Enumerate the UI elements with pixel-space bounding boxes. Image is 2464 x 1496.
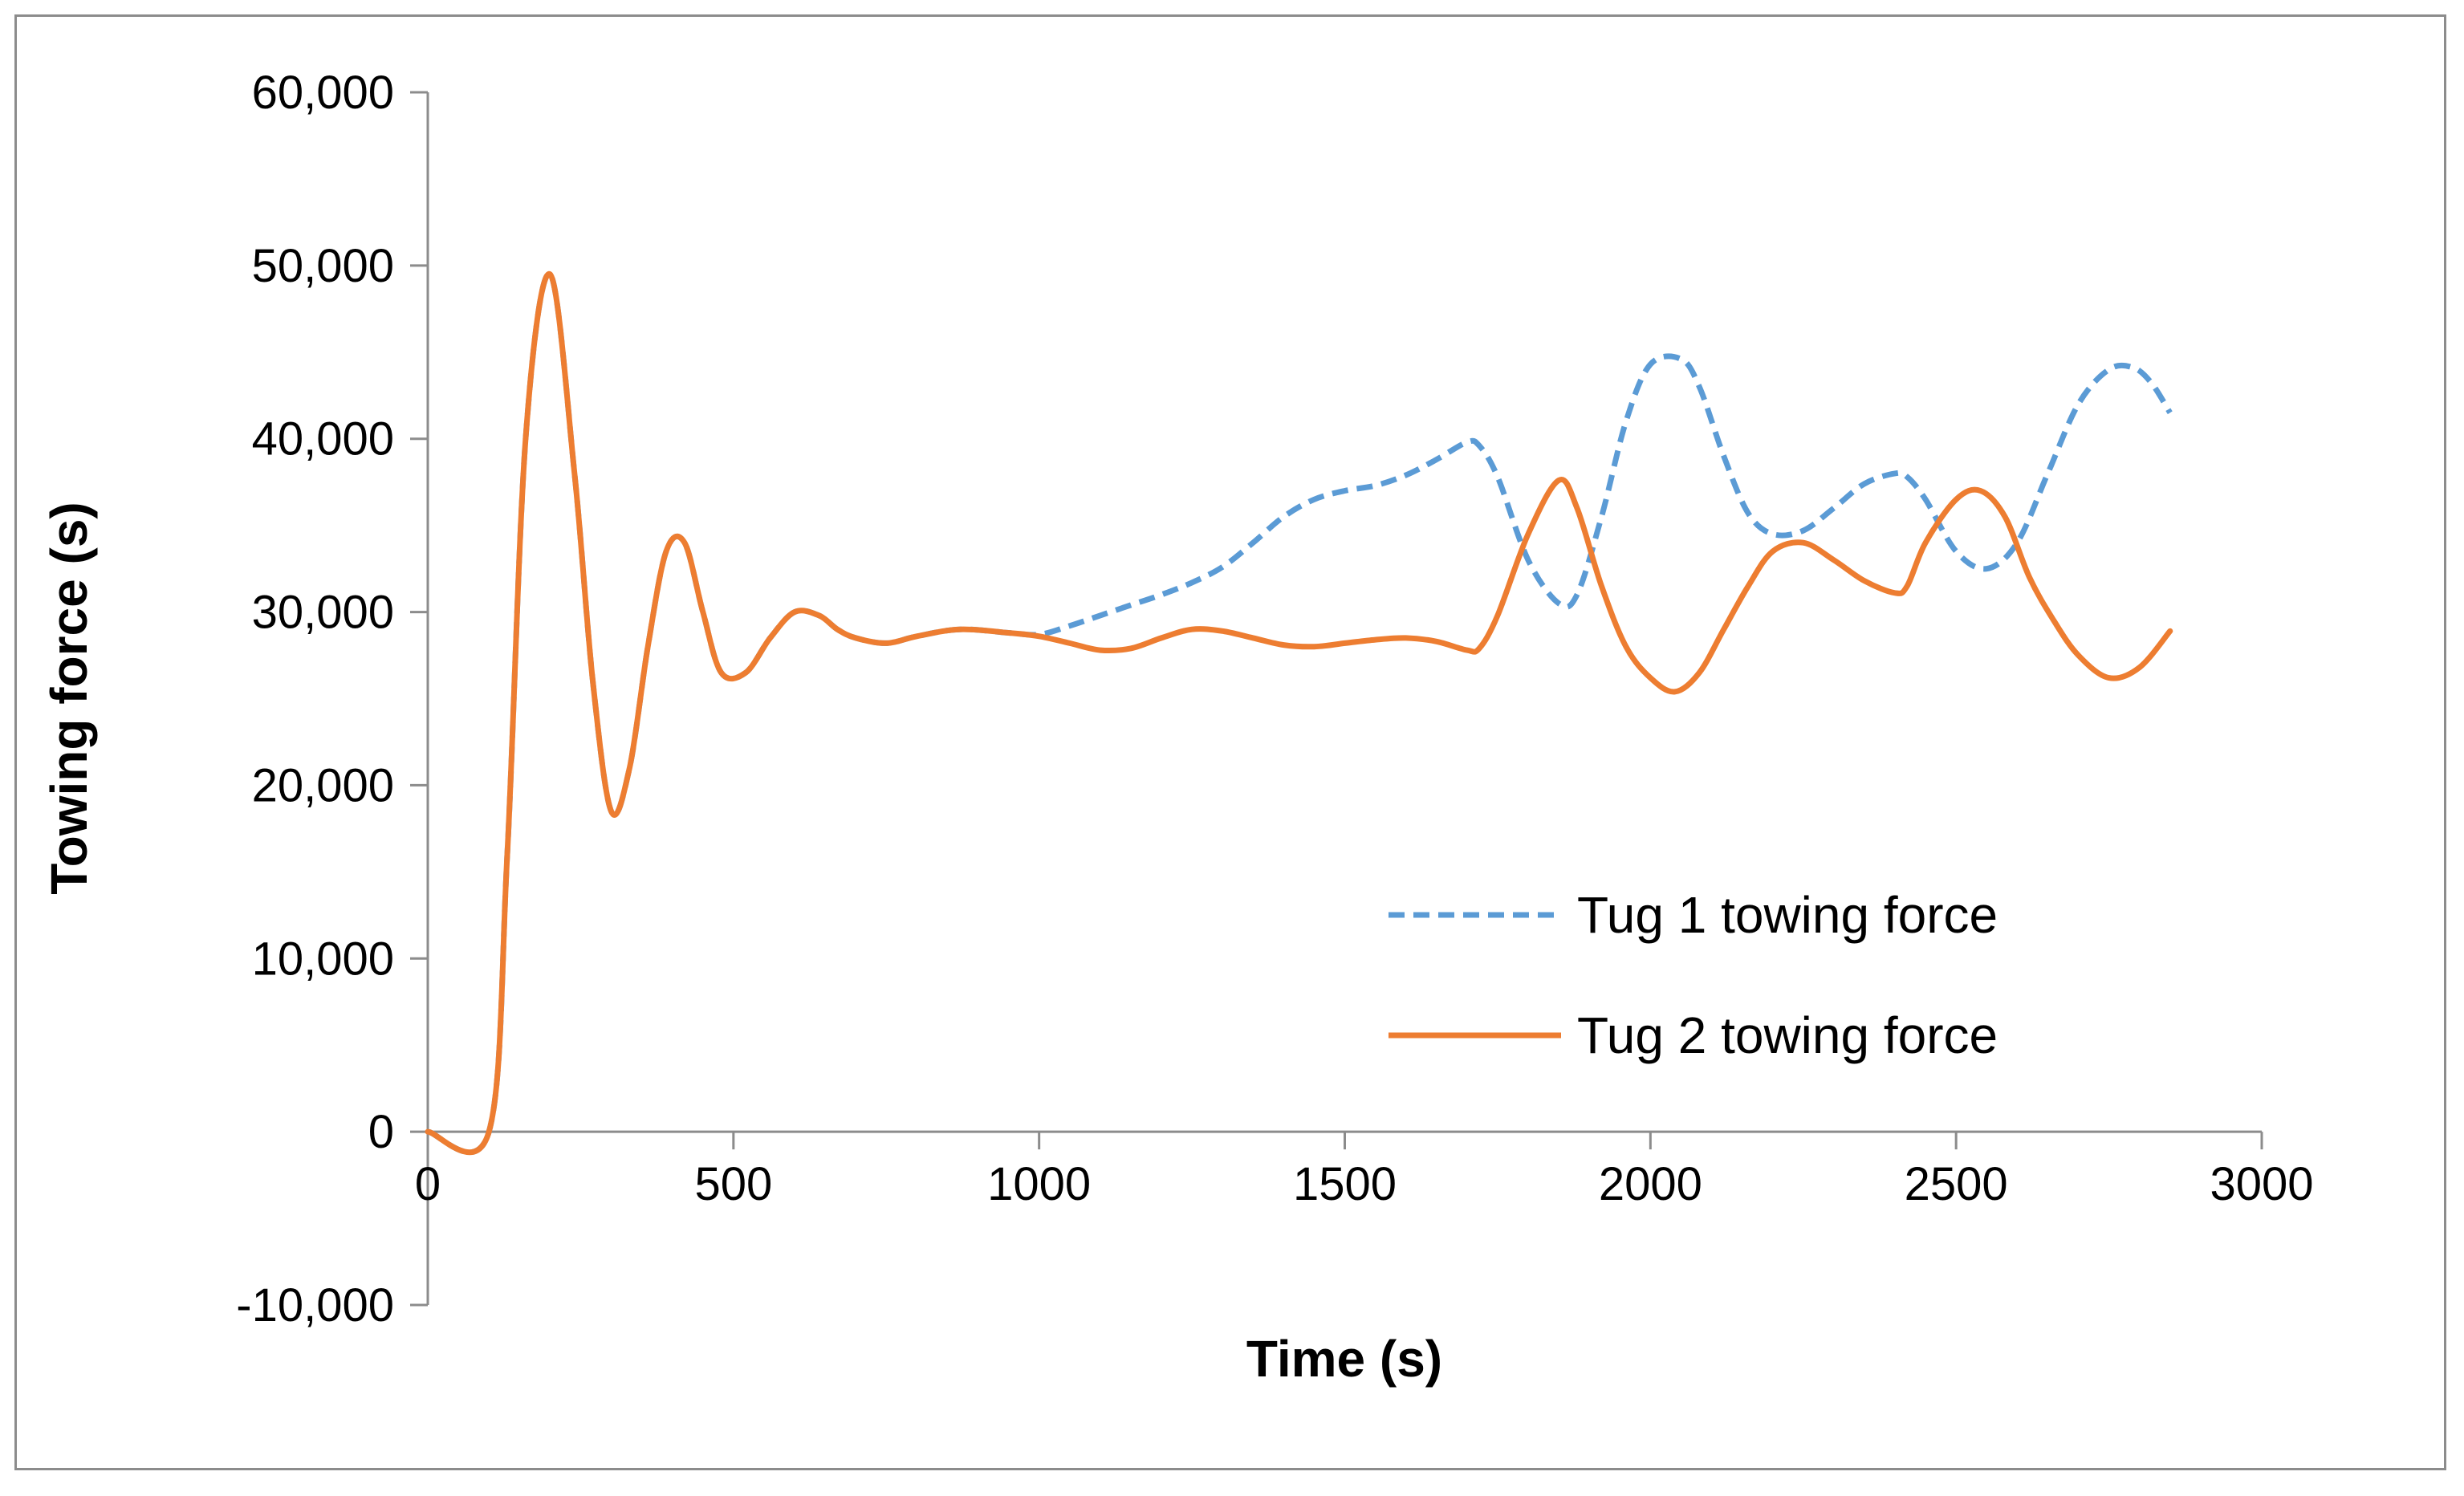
y-axis-title: Towing force (s): [40, 502, 98, 894]
y-tick-label: 0: [368, 1106, 394, 1158]
x-tick-label: 500: [694, 1158, 772, 1210]
y-tick-label: 60,000: [252, 67, 394, 119]
axes: [426, 92, 2262, 1305]
legend-label-tug-1: Tug 1 towing force: [1577, 886, 1998, 944]
chart-frame: [14, 14, 2446, 1470]
y-tick-label: 20,000: [252, 759, 394, 811]
x-ticks: 0 500 1000 1500 2000 2500 3000: [415, 1132, 2314, 1210]
x-axis-title: Time (s): [1246, 1330, 1442, 1388]
y-tick-label: -10,000: [236, 1279, 394, 1331]
x-tick-label: 2500: [1905, 1158, 2008, 1210]
y-ticks: -10,000 0 10,000 20,000 30,000 40,000 50,000 60…: [236, 67, 428, 1331]
x-tick-label: 3000: [2210, 1158, 2313, 1210]
y-tick-label: 40,000: [252, 413, 394, 465]
series-layer: [425, 270, 2173, 1156]
y-tick-label: 50,000: [252, 240, 394, 292]
x-tick-label: 1500: [1293, 1158, 1397, 1210]
y-tick-label: 10,000: [252, 933, 394, 985]
x-tick-label: 0: [415, 1158, 441, 1210]
x-tick-label: 1000: [987, 1158, 1091, 1210]
legend: Tug 1 towing force Tug 2 towing force: [1389, 886, 1998, 1064]
y-tick-label: 30,000: [252, 587, 394, 639]
series-line-tug-2: [425, 270, 2173, 1156]
x-tick-label: 2000: [1599, 1158, 1702, 1210]
legend-label-tug-2: Tug 2 towing force: [1577, 1006, 1998, 1064]
